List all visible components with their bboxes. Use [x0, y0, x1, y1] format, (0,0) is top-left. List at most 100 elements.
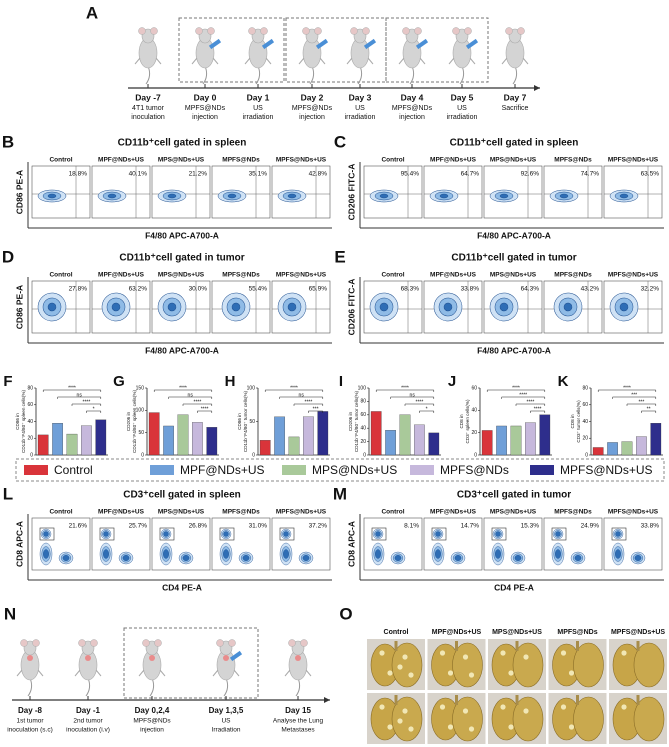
x-axis-label: CD4 PE-A [162, 582, 202, 592]
lung-lobe [573, 642, 604, 688]
contour [559, 193, 569, 199]
lung-lobe [391, 642, 423, 688]
mouse-ear [288, 639, 296, 647]
y-tick-label: 0 [141, 452, 144, 458]
nodule [508, 724, 514, 730]
percent-label: 64.3% [521, 286, 540, 293]
syringe-icon [315, 38, 329, 50]
event-label: irradiation [243, 114, 274, 121]
column-label: MPFS@NDs [554, 272, 592, 279]
panel-letter: N [4, 604, 16, 623]
y-axis-label: CD86 PE-A [14, 285, 24, 329]
column-label: MPF@NDs+US [430, 509, 477, 516]
significance-bracket [86, 410, 102, 413]
contour [615, 549, 621, 559]
nodule [508, 670, 514, 676]
mouse-icon [212, 639, 243, 697]
contour [103, 549, 109, 559]
mouse-leg [16, 669, 23, 677]
significance-bracket [42, 389, 102, 392]
bar [636, 436, 647, 456]
y-axis-label: CD3⁺ spleen cells(%) [465, 399, 470, 444]
contour [574, 555, 582, 561]
mouse-leg [138, 669, 145, 677]
lung-lobe [512, 696, 544, 742]
bar [525, 422, 536, 456]
lung-lobe [512, 642, 544, 688]
percent-label: 8.1% [404, 523, 419, 530]
panel-letter: I [339, 373, 343, 390]
mouse-ear [216, 639, 224, 647]
contour [555, 549, 561, 559]
mouse-leg [74, 669, 81, 677]
gate [159, 527, 175, 541]
gate [371, 527, 387, 541]
contour [563, 302, 573, 312]
mouse-ear [402, 27, 410, 35]
nodule [379, 650, 385, 656]
contour [163, 531, 169, 537]
significance-label: **** [534, 406, 542, 412]
mouse-ear [517, 27, 525, 35]
significance-label: **** [179, 385, 187, 391]
significance-label: **** [68, 385, 76, 391]
tumor-mark [149, 655, 155, 661]
y-axis-label: CD206 in [348, 411, 353, 431]
significance-bracket [597, 389, 657, 392]
event-label: injection [192, 114, 218, 121]
lung-lobe [633, 696, 665, 742]
mouse-tail [85, 677, 91, 697]
event-label: MPFS@NDs [133, 718, 171, 725]
mouse-leg [95, 669, 102, 677]
panel-letter: L [3, 484, 13, 503]
mouse-leg [233, 669, 240, 677]
mouse-ear [32, 639, 40, 647]
nodule [447, 724, 454, 730]
gate [219, 527, 235, 541]
syringe-icon [208, 38, 222, 50]
mouse-leg [212, 669, 219, 677]
event-label: US [253, 105, 263, 112]
bar [274, 416, 285, 456]
dashed-box [385, 17, 489, 83]
y-axis-label: CD206 in [126, 411, 131, 431]
contour [111, 302, 121, 312]
mouse-leg [448, 57, 455, 65]
y-axis-label: CD8 APC-A [346, 521, 356, 567]
column-label: MPFS@NDs+US [276, 509, 327, 516]
column-label: MPFS@NDs+US [611, 629, 665, 636]
mouse-leg [419, 57, 426, 65]
mouse-leg [134, 57, 141, 65]
nodule [621, 704, 627, 710]
mouse-leg [212, 57, 219, 65]
percent-label: 14.7% [461, 523, 480, 530]
y-axis-label: CD11b⁺F4/80⁺ spleen cells(%) [21, 390, 26, 453]
tumor-mark [85, 655, 91, 661]
bar [481, 430, 493, 456]
bar [288, 436, 300, 456]
mouse-tail [149, 677, 155, 697]
column-label: MPS@NDs+US [158, 157, 205, 164]
contour [167, 302, 177, 312]
event-label: 2nd tumor [73, 718, 103, 725]
column-label: Control [381, 157, 404, 164]
significance-bracket [197, 410, 213, 413]
nodule [387, 670, 393, 676]
percent-label: 33.8% [461, 286, 480, 293]
column-label: Control [49, 509, 72, 516]
legend-swatch [282, 465, 306, 475]
significance-label: **** [290, 385, 298, 391]
syringe-icon [363, 38, 377, 50]
percent-label: 35.1% [249, 171, 268, 178]
event-label: 4T1 tumor [132, 105, 165, 112]
significance-bracket [626, 403, 657, 406]
mouse-leg [155, 57, 162, 65]
nodule [408, 726, 414, 732]
column-label: MPFS@NDs [222, 509, 260, 516]
bar [52, 423, 63, 456]
y-axis-label: CD86 in [237, 413, 242, 430]
significance-bracket [419, 410, 435, 413]
nodule [468, 672, 475, 678]
nodule [379, 704, 385, 710]
bar [370, 411, 382, 456]
